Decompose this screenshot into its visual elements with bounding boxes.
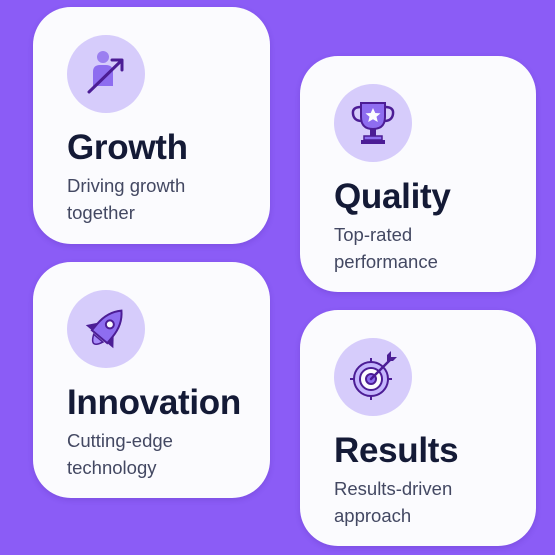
target-arrow-icon <box>334 338 412 416</box>
quality-card: Quality Top-rated performance <box>300 56 536 292</box>
innovation-card: Innovation Cutting-edge technology <box>33 262 270 498</box>
results-card: Results Results-driven approach <box>300 310 536 546</box>
card-title: Quality <box>334 177 451 216</box>
card-description: Cutting-edge technology <box>67 429 173 479</box>
person-growth-arrow-icon <box>67 35 145 113</box>
card-title: Results <box>334 431 459 470</box>
growth-card: Growth Driving growth together <box>33 7 270 244</box>
trophy-star-icon <box>334 84 412 162</box>
card-title: Growth <box>67 128 188 167</box>
rocket-icon <box>67 290 145 368</box>
card-description: Top-rated performance <box>334 223 438 273</box>
card-description: Results-driven approach <box>334 477 453 527</box>
card-title: Innovation <box>67 383 241 422</box>
card-description: Driving growth together <box>67 174 186 224</box>
